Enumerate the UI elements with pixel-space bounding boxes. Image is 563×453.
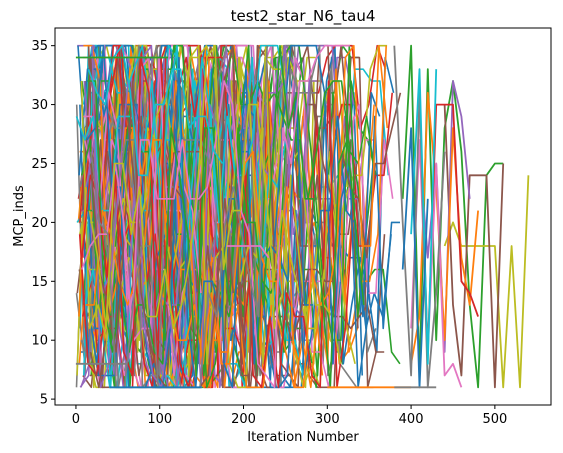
series-line bbox=[418, 80, 471, 353]
x-tick-label: 500 bbox=[482, 412, 507, 427]
series-line bbox=[83, 56, 202, 342]
x-axis-label: Iteration Number bbox=[247, 430, 359, 445]
series-line bbox=[77, 44, 381, 389]
series-line bbox=[86, 44, 313, 389]
series-line bbox=[87, 44, 224, 177]
y-axis: 5 10 15 20 25 30 35 bbox=[31, 39, 55, 408]
y-tick-label: 20 bbox=[31, 216, 48, 231]
y-axis-label: MCP_inds bbox=[12, 185, 27, 247]
y-tick-label: 5 bbox=[40, 393, 48, 408]
y-tick-label: 10 bbox=[31, 334, 48, 349]
series-line bbox=[410, 138, 463, 388]
series-line bbox=[401, 127, 429, 389]
x-tick-label: 200 bbox=[231, 412, 256, 427]
x-tick-label: 0 bbox=[72, 412, 80, 427]
series-line bbox=[226, 245, 270, 259]
x-tick-label: 100 bbox=[147, 412, 172, 427]
y-tick-label: 15 bbox=[31, 275, 48, 290]
chart-title: test2_star_N6_tau4 bbox=[231, 7, 376, 26]
series-line bbox=[443, 104, 505, 389]
x-tick-label: 300 bbox=[315, 412, 340, 427]
series-line bbox=[89, 44, 402, 389]
y-tick-label: 30 bbox=[31, 98, 48, 113]
series-line bbox=[88, 44, 300, 330]
x-axis: 0 100 200 300 400 500 bbox=[72, 405, 507, 427]
series-layer bbox=[75, 44, 530, 389]
series-line bbox=[80, 44, 316, 365]
y-tick-label: 35 bbox=[31, 39, 48, 54]
x-tick-label: 400 bbox=[399, 412, 424, 427]
y-tick-label: 25 bbox=[31, 157, 48, 172]
plot-frame bbox=[54, 27, 552, 406]
series-line bbox=[410, 68, 438, 365]
series-line bbox=[81, 44, 350, 389]
